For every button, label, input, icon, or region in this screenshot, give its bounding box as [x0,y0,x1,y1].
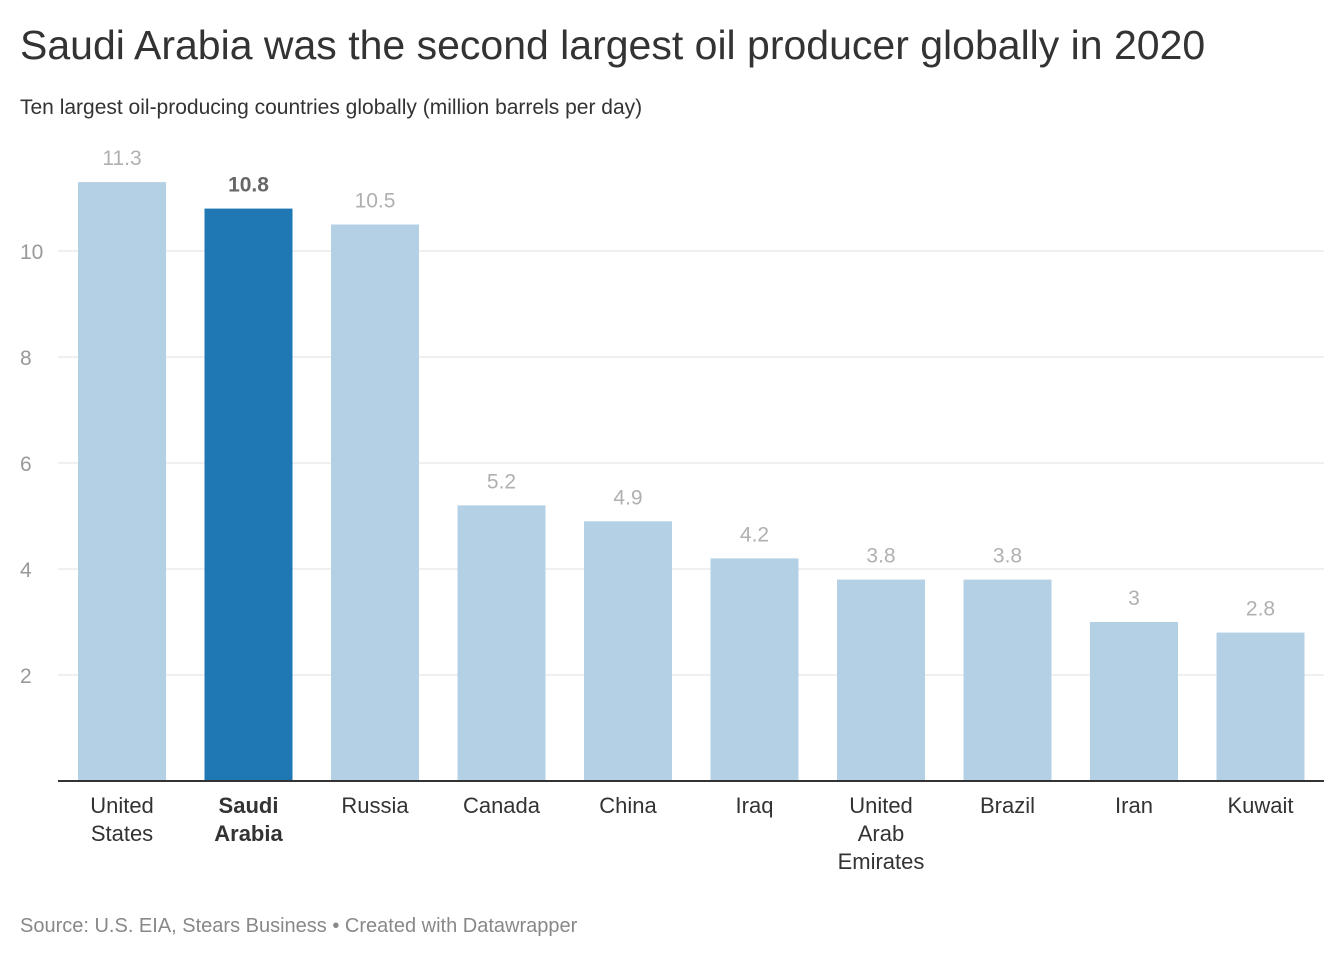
footer-separator: • [326,915,345,937]
value-label-china: 4.9 [613,486,642,509]
value-label-united-arab-emirates: 3.8 [866,545,895,568]
category-label-canada: Canada [462,793,541,818]
bar-united-arab-emirates [837,579,925,781]
y-tick-label-10: 10 [20,241,43,264]
value-label-canada: 5.2 [487,470,516,493]
value-label-iran: 3 [1128,587,1140,610]
category-label-iran: Iran [1115,793,1153,818]
value-label-saudi-arabia: 10.8 [228,174,269,197]
category-label-united-states: United States [90,793,154,846]
chart-footer: Source: U.S. EIA, Stears Business • Crea… [20,913,577,939]
bar-canada [457,505,546,781]
bar-saudi-arabia [204,208,293,782]
bar-iraq [710,558,799,781]
value-label-kuwait: 2.8 [1246,598,1275,621]
bar-brazil [963,579,1052,781]
category-label-kuwait: Kuwait [1227,793,1294,818]
y-tick-label-4: 4 [20,559,32,582]
y-tick-label-8: 8 [20,347,32,370]
y-tick-label-2: 2 [20,665,32,688]
value-label-russia: 10.5 [355,190,396,213]
chart-subtitle: Ten largest oil-producing countries glob… [20,96,643,119]
category-label-united-arab-emirates: United Arab Emirates [837,793,925,874]
bar-kuwait [1216,632,1305,781]
bar-iran [1090,622,1178,781]
category-label-china: China [599,793,657,818]
bar-united-states [78,182,166,782]
bar-china [584,521,672,781]
source-text: Source: U.S. EIA, Stears Business [20,915,327,937]
category-label-russia: Russia [341,793,409,818]
credit-text: Created with Datawrapper [344,915,578,937]
chart-title: Saudi Arabia was the second largest oil … [20,22,1206,68]
category-label-brazil: Brazil [979,793,1035,818]
category-label-iraq: Iraq [735,793,774,818]
value-label-brazil: 3.8 [993,545,1022,568]
category-label-saudi-arabia: Saudi Arabia [214,793,283,846]
value-label-united-states: 11.3 [102,147,141,170]
y-tick-label-6: 6 [20,453,32,476]
bar-russia [331,224,419,781]
value-label-iraq: 4.2 [740,523,769,546]
